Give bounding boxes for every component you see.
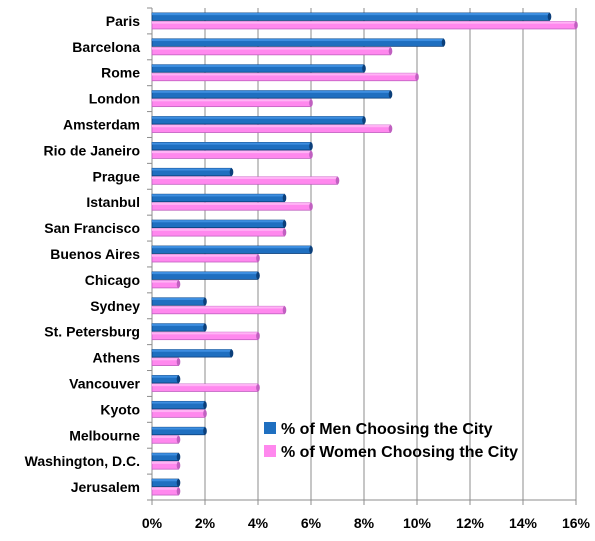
category-label: Melbourne <box>69 427 140 443</box>
category-label: San Francisco <box>44 220 140 236</box>
legend-swatch-women <box>264 445 276 457</box>
category-label: Istanbul <box>86 194 140 210</box>
bar-women-st-petersburg <box>151 331 260 341</box>
bar-women-melbourne <box>151 435 181 444</box>
bar-men-amsterdam <box>151 116 366 125</box>
bar-men-buenos-aires <box>151 245 313 254</box>
legend-label-women: % of Women Choosing the City <box>281 444 518 461</box>
legend: % of Men Choosing the City % of Women Ch… <box>264 421 518 461</box>
bar-women-san-francisco <box>151 228 287 237</box>
category-label: Vancouver <box>69 375 140 391</box>
bar-women-istanbul <box>151 202 313 211</box>
category-label: Rome <box>101 65 140 81</box>
bar-men-london <box>151 90 393 99</box>
bar-women-buenos-aires <box>151 254 260 263</box>
bar-women-amsterdam <box>151 124 393 133</box>
bar-women-rio-de-janeiro <box>151 150 313 159</box>
legend-label-men: % of Men Choosing the City <box>281 421 493 438</box>
category-label: Amsterdam <box>63 117 140 133</box>
bars <box>151 12 578 496</box>
bar-men-washington-d-c- <box>151 452 181 462</box>
bar-men-athens <box>151 349 234 358</box>
category-label: Prague <box>93 168 141 184</box>
bar-men-vancouver <box>151 375 181 384</box>
category-label: Rio de Janeiro <box>44 142 140 158</box>
category-label: St. Petersburg <box>44 324 140 340</box>
bar-men-sydney <box>151 297 207 306</box>
x-tick-label-14: 14% <box>509 515 538 531</box>
bar-women-vancouver <box>151 383 260 392</box>
bar-women-kyoto <box>151 409 207 418</box>
category-label: London <box>89 91 140 107</box>
x-tick-label-12: 12% <box>456 515 485 531</box>
x-tick-label-10: 10% <box>403 515 432 531</box>
x-tick-label-16: 16% <box>562 515 591 531</box>
bar-men-rome <box>151 64 366 73</box>
bar-men-prague <box>151 167 234 177</box>
category-labels: Paris Barcelona Rome London Amsterdam Rio de … <box>25 13 141 495</box>
bar-men-istanbul <box>151 193 287 203</box>
category-label: Barcelona <box>72 39 140 55</box>
category-label: Paris <box>106 13 140 29</box>
bar-women-prague <box>151 176 340 185</box>
bar-men-san-francisco <box>151 219 287 229</box>
bar-women-athens <box>151 357 181 366</box>
category-label: Sydney <box>90 298 140 314</box>
category-label: Washington, D.C. <box>25 453 140 469</box>
bar-women-rome <box>151 72 419 82</box>
x-tick-label-2: 2% <box>195 515 216 531</box>
bar-men-barcelona <box>151 38 446 47</box>
bar-women-paris <box>151 21 578 30</box>
category-label: Jerusalem <box>71 479 140 495</box>
x-tick-label-0: 0% <box>142 515 163 531</box>
bar-men-melbourne <box>151 426 207 436</box>
category-label: Kyoto <box>100 401 140 417</box>
bar-women-london <box>151 98 313 108</box>
axes <box>147 7 577 505</box>
bar-men-kyoto <box>151 400 207 410</box>
x-tick-labels: 0% 2% 4% 6% 8% 10% 12% 14% 16% <box>142 515 591 531</box>
category-label: Chicago <box>85 272 140 288</box>
bar-women-chicago <box>151 279 181 289</box>
x-tick-label-8: 8% <box>354 515 375 531</box>
gridlines <box>151 8 577 500</box>
bar-men-st-petersburg <box>151 323 207 332</box>
bar-women-barcelona <box>151 46 393 56</box>
category-label: Athens <box>93 350 141 366</box>
category-label: Buenos Aires <box>50 246 140 262</box>
bar-women-jerusalem <box>151 487 181 496</box>
bar-men-jerusalem <box>151 478 181 487</box>
bar-men-rio-de-janeiro <box>151 142 313 151</box>
bar-men-paris <box>151 12 552 21</box>
x-tick-label-6: 6% <box>301 515 322 531</box>
legend-swatch-men <box>264 422 276 434</box>
bar-women-washington-d-c- <box>151 461 181 470</box>
bar-men-chicago <box>151 271 260 280</box>
x-tick-label-4: 4% <box>248 515 269 531</box>
bar-women-sydney <box>151 305 287 315</box>
